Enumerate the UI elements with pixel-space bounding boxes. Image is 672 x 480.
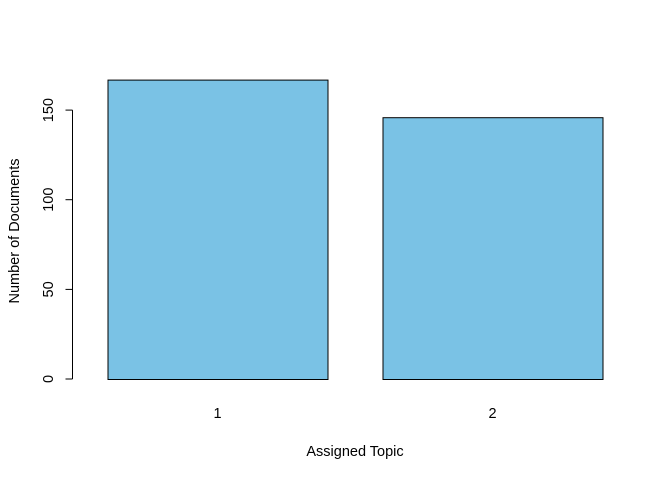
y-tick-label-150: 150	[41, 98, 57, 122]
x-category-label-1: 1	[213, 406, 221, 422]
y-tick-label-50: 50	[41, 281, 57, 297]
bar-topic-1	[107, 79, 329, 380]
x-axis-label: Assigned Topic	[306, 444, 403, 460]
y-axis-label: Number of Documents	[7, 158, 23, 303]
y-tick-label-100: 100	[41, 188, 57, 212]
y-tick-label-0: 0	[41, 375, 57, 383]
y-axis: 0 50 100 150	[41, 98, 73, 383]
x-category-label-2: 2	[488, 406, 496, 422]
bars-group	[107, 79, 604, 380]
bar-topic-2	[382, 117, 604, 380]
